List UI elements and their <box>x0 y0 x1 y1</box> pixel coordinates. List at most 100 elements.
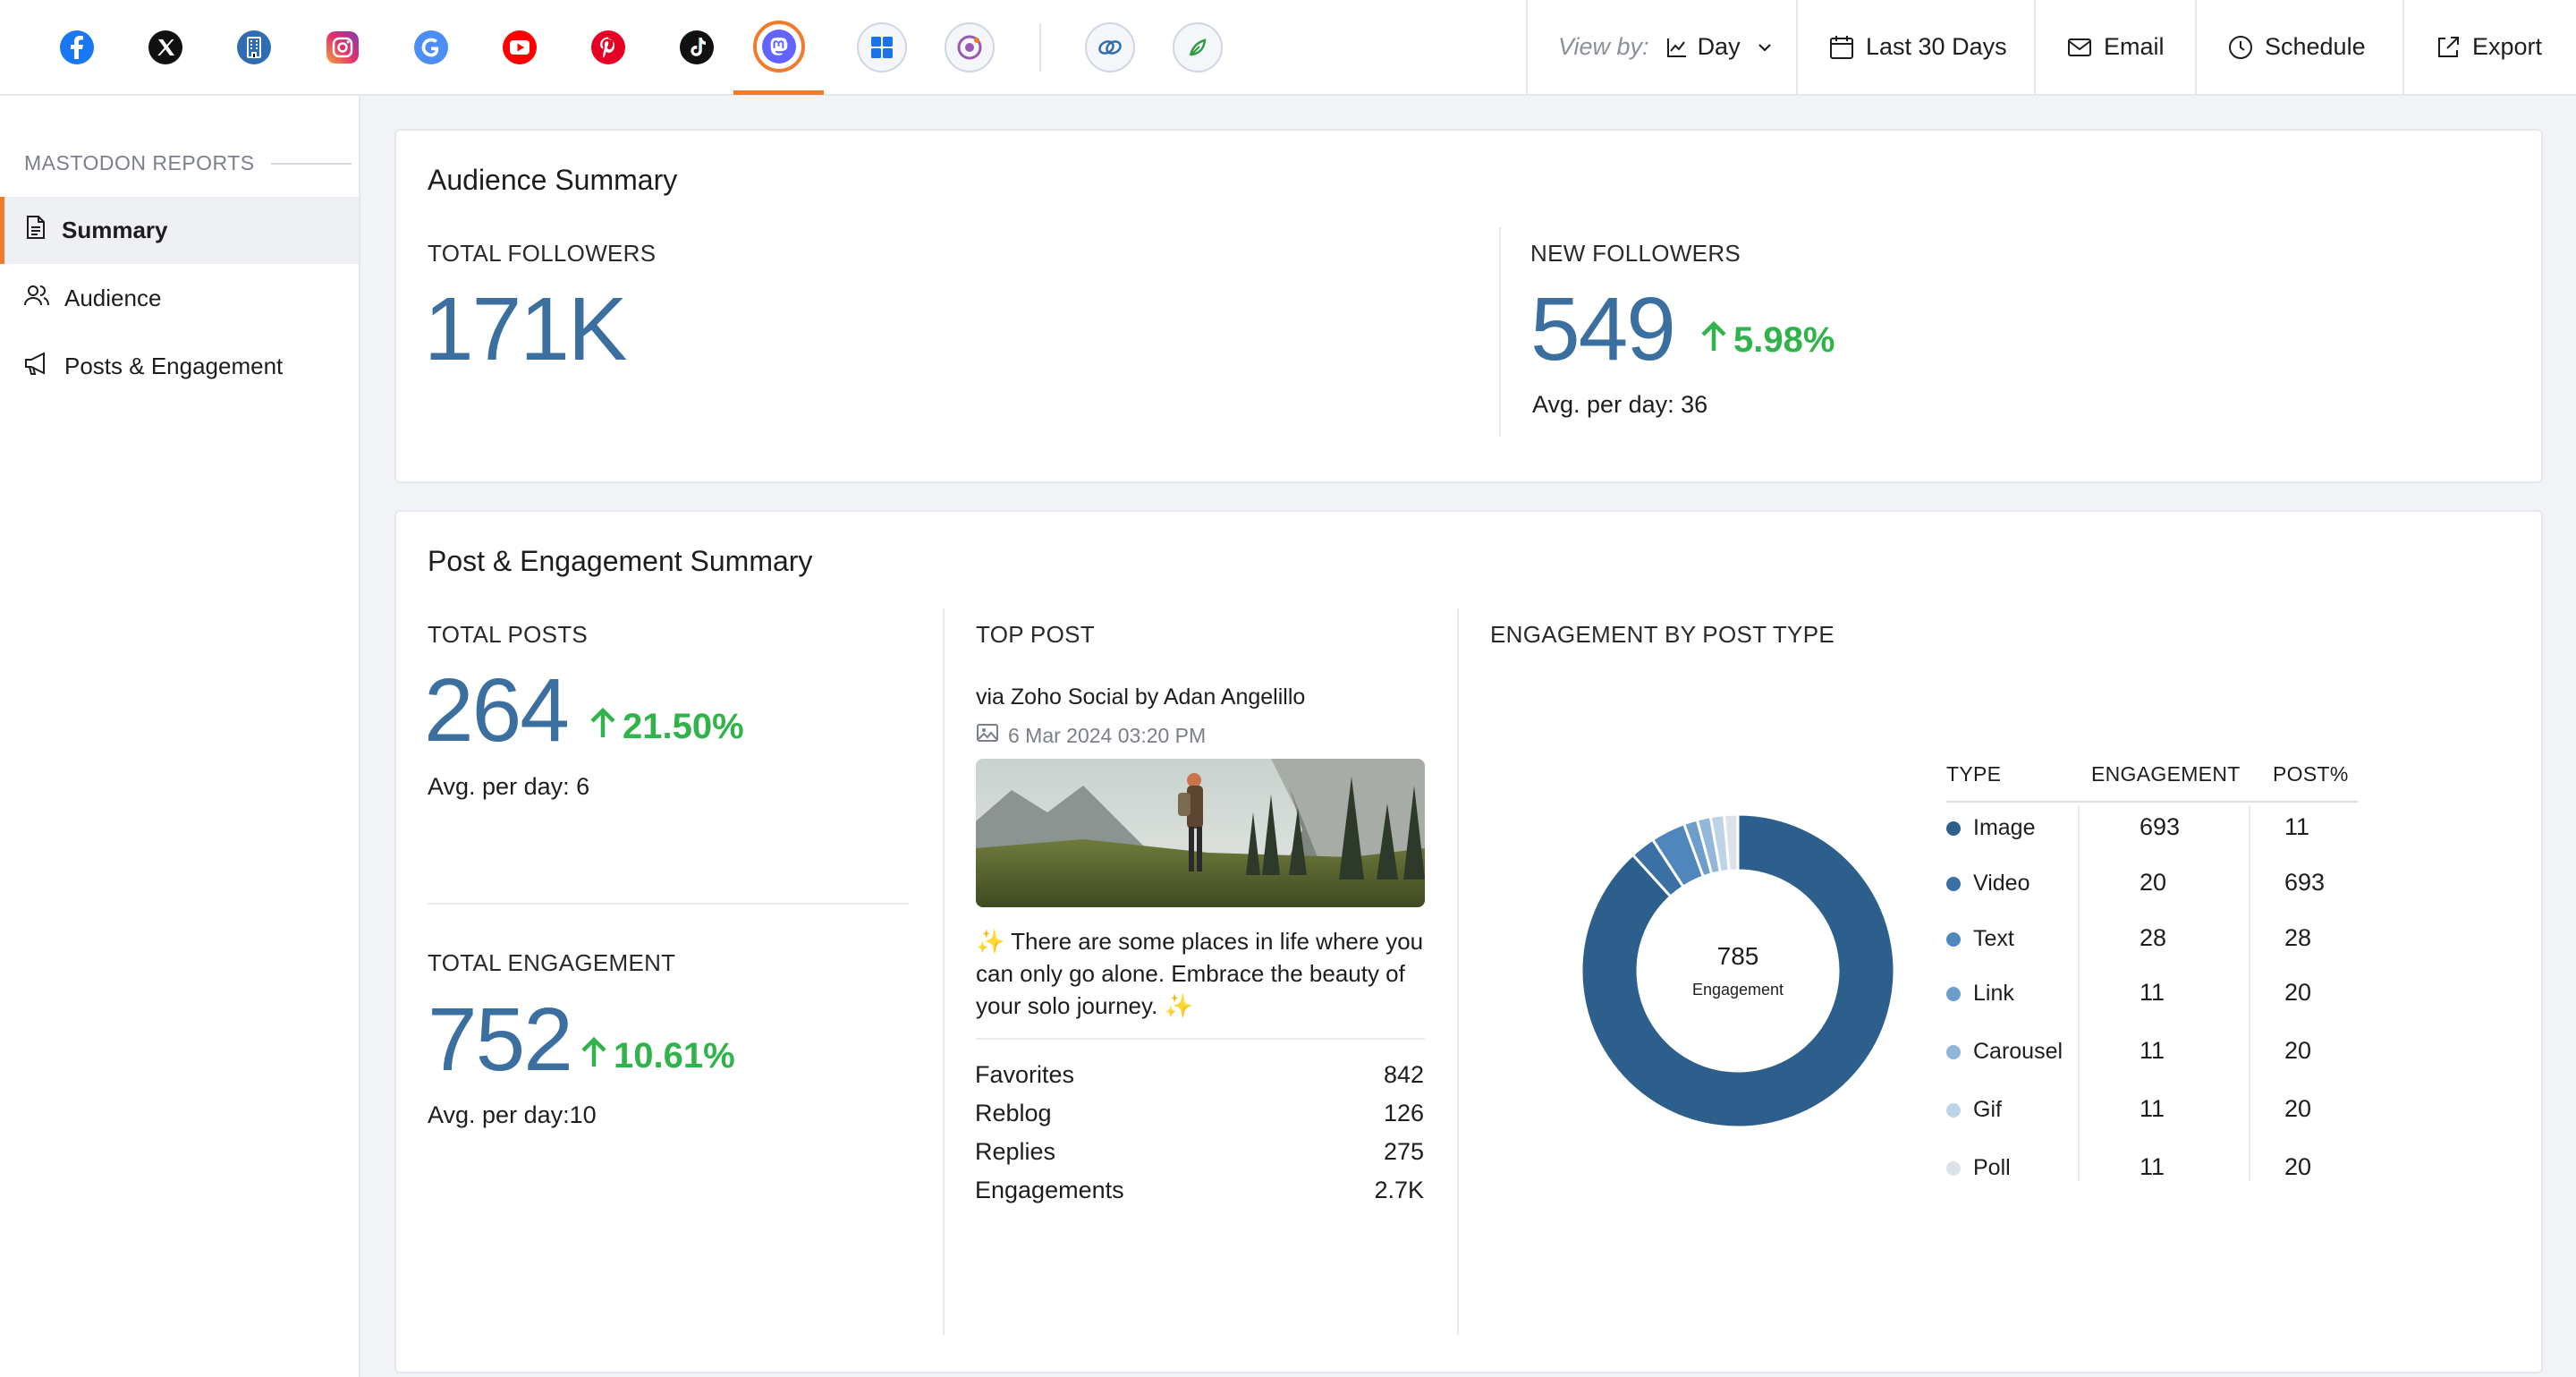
table-cell-engagement: 11 <box>2140 979 2165 1006</box>
total-posts-label: TOTAL POSTS <box>428 621 589 648</box>
type-label: Image <box>1973 815 2036 840</box>
stat-value: 275 <box>1383 1138 1424 1165</box>
zoho-link-icon[interactable] <box>1085 22 1135 72</box>
legend-dot <box>1946 1044 1961 1059</box>
stat-label: Favorites <box>975 1061 1075 1088</box>
top-post-author[interactable]: via Zoho Social by Adan Angelillo <box>976 684 1306 710</box>
total-engagement-avg: Avg. per day:10 <box>428 1101 597 1128</box>
post-pct-column-header: POST% <box>2273 762 2349 786</box>
top-post-stat-replies: Replies 275 <box>975 1138 1424 1166</box>
stats-divider <box>428 903 909 905</box>
date-range-label: Last 30 Days <box>1866 33 2007 60</box>
top-bar: View by: Day Last 30 Days Email Schedule… <box>0 0 2576 96</box>
facebook-icon[interactable] <box>52 22 102 72</box>
table-cell-engagement: 20 <box>2140 869 2167 896</box>
stat-value: 842 <box>1383 1061 1424 1088</box>
image-icon <box>976 722 999 749</box>
audience-summary-card <box>394 129 2543 483</box>
table-cell-post-pct: 28 <box>2284 924 2312 951</box>
stat-value: 126 <box>1383 1100 1424 1126</box>
sidebar-item-label: Posts & Engagement <box>64 353 284 379</box>
table-cell-post-pct: 20 <box>2284 1095 2312 1122</box>
type-label: Poll <box>1973 1155 2011 1180</box>
schedule-label: Schedule <box>2265 33 2366 60</box>
top-post-stat-reblog: Reblog 126 <box>975 1100 1424 1127</box>
sidebar-item-audience[interactable]: Audience <box>0 265 359 332</box>
total-followers-value: 171K <box>424 279 628 379</box>
mastodon-icon[interactable] <box>753 21 805 72</box>
instagram-icon[interactable] <box>318 22 368 72</box>
table-row-type: Poll <box>1946 1155 2011 1181</box>
view-by-control[interactable]: View by: Day <box>1526 0 1798 94</box>
table-cell-post-pct: 20 <box>2284 979 2312 1006</box>
export-button[interactable]: Export <box>2402 0 2576 94</box>
audience-divider <box>1499 227 1501 437</box>
stat-label: Replies <box>975 1138 1056 1165</box>
donut-slice-poll[interactable] <box>1722 812 1740 873</box>
legend-dot <box>1946 876 1961 891</box>
new-followers-label: NEW FOLLOWERS <box>1530 240 1741 267</box>
top-post-label: TOP POST <box>976 621 1095 648</box>
type-label: Video <box>1973 871 2030 896</box>
table-row-type: Link <box>1946 981 2014 1007</box>
line-chart-icon <box>1665 36 1689 59</box>
tiktok-icon[interactable] <box>672 22 722 72</box>
top-post-date-row: 6 Mar 2024 03:20 PM <box>976 722 1206 749</box>
total-engagement-value: 752 <box>428 990 573 1090</box>
table-col-rule-2 <box>2249 805 2250 1181</box>
grid-app-icon[interactable] <box>857 22 907 72</box>
new-followers-change: 5.98% <box>1699 320 1835 359</box>
table-cell-post-pct: 11 <box>2284 813 2310 840</box>
arrow-up-icon <box>580 1036 608 1075</box>
legend-dot <box>1946 931 1961 947</box>
total-followers-label: TOTAL FOLLOWERS <box>428 240 657 267</box>
building-icon[interactable] <box>229 22 279 72</box>
table-row-type: Video <box>1946 871 2030 897</box>
total-posts-change: 21.50% <box>589 707 744 745</box>
date-range-button[interactable]: Last 30 Days <box>1796 0 2036 94</box>
table-row-type: Gif <box>1946 1097 2002 1123</box>
view-by-value: Day <box>1697 33 1741 60</box>
table-cell-post-pct: 20 <box>2284 1037 2312 1064</box>
sidebar-item-summary[interactable]: Summary <box>0 197 359 264</box>
arrow-up-icon <box>589 707 617 745</box>
youtube-icon[interactable] <box>495 22 545 72</box>
top-post-divider <box>976 1038 1425 1040</box>
table-cell-engagement: 11 <box>2140 1037 2165 1064</box>
megaphone-icon <box>23 351 50 382</box>
sidebar-item-posts-engagement[interactable]: Posts & Engagement <box>0 333 359 400</box>
type-label: Link <box>1973 981 2014 1006</box>
sidebar-section-title: MASTODON REPORTS <box>24 151 352 175</box>
total-posts-change-value: 21.50% <box>623 706 744 746</box>
type-label: Text <box>1973 926 2014 951</box>
table-row-type: Text <box>1946 926 2014 952</box>
x-icon[interactable] <box>140 22 191 72</box>
top-post-text: ✨ There are some places in life where yo… <box>976 928 1424 1019</box>
mail-icon <box>2066 34 2093 61</box>
total-posts-value: 264 <box>424 660 570 761</box>
donut-slice-image[interactable] <box>1580 812 1896 1129</box>
table-cell-post-pct: 20 <box>2284 1153 2312 1180</box>
table-header-rule <box>1946 801 2358 803</box>
total-posts-avg: Avg. per day: 6 <box>428 773 590 800</box>
threads-circle-icon[interactable] <box>945 22 995 72</box>
export-label: Export <box>2472 33 2543 60</box>
table-col-rule-1 <box>2078 805 2080 1181</box>
total-engagement-change: 10.61% <box>580 1036 735 1075</box>
engagement-by-type-label: ENGAGEMENT BY POST TYPE <box>1490 621 1835 648</box>
type-label: Carousel <box>1973 1039 2063 1064</box>
table-cell-engagement: 693 <box>2140 813 2181 840</box>
new-followers-change-value: 5.98% <box>1733 319 1835 360</box>
table-cell-engagement: 28 <box>2140 924 2167 951</box>
view-by-label: View by: <box>1558 33 1649 60</box>
top-post-stat-engagements: Engagements 2.7K <box>975 1177 1424 1204</box>
top-post-stat-favorites: Favorites 842 <box>975 1061 1424 1089</box>
email-button[interactable]: Email <box>2034 0 2197 94</box>
google-icon[interactable] <box>406 22 456 72</box>
table-cell-post-pct: 693 <box>2284 869 2326 896</box>
schedule-button[interactable]: Schedule <box>2195 0 2404 94</box>
chevron-down-icon <box>1757 39 1773 55</box>
leaf-app-icon[interactable] <box>1173 22 1223 72</box>
top-post-image[interactable] <box>976 759 1425 907</box>
pinterest-icon[interactable] <box>583 22 633 72</box>
